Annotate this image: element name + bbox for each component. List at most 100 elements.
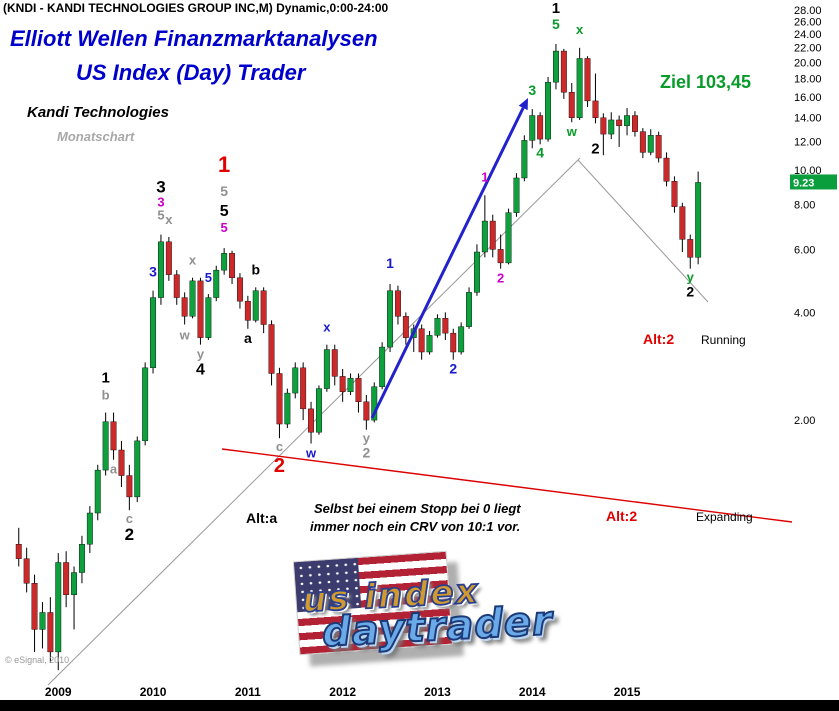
wave-label-y: y	[363, 431, 371, 446]
price-target-label: Ziel 103,45	[660, 72, 752, 92]
wave-label-5: 5	[205, 270, 212, 285]
wave-label-x: x	[323, 320, 331, 335]
candle-body	[466, 292, 472, 327]
candle-body	[529, 115, 536, 141]
wave-label-w: w	[305, 446, 317, 461]
candle-body	[434, 318, 441, 336]
candle-body	[339, 376, 346, 392]
candle-body	[173, 274, 180, 298]
candle-body	[268, 324, 275, 374]
price-axis-label: 4.00	[794, 307, 815, 319]
candle-body	[371, 386, 378, 421]
candle-body	[292, 367, 299, 394]
candle-body	[521, 140, 528, 179]
candle-body	[47, 612, 54, 653]
candle-body	[497, 249, 504, 264]
candle-body	[221, 253, 228, 271]
wave-label-2: 2	[125, 525, 134, 544]
candle-body	[655, 135, 662, 159]
candle-body	[39, 612, 46, 630]
wave-label-a: a	[244, 330, 252, 346]
timeframe-label: Monatschart	[57, 129, 135, 144]
wave3-arrow[interactable]	[370, 107, 525, 419]
candle-body	[513, 177, 520, 213]
year-axis-label[interactable]: 2010	[140, 685, 167, 699]
wave-label-x: x	[189, 253, 197, 268]
candle-body	[157, 241, 164, 298]
price-axis-label: 26.00	[794, 17, 822, 29]
running-label: Running	[701, 333, 746, 347]
wave-label-x: x	[165, 212, 173, 227]
price-axis-label: 24.00	[794, 29, 822, 41]
candle-body	[316, 388, 322, 433]
candle-body	[244, 300, 251, 321]
candle-body	[347, 377, 354, 392]
year-axis-label[interactable]: 2009	[45, 685, 72, 699]
wave-label-1: 1	[481, 169, 488, 184]
candle-body	[205, 297, 212, 338]
candle-body	[600, 117, 607, 135]
trendline-red[interactable]	[221, 448, 793, 523]
price-axis-label: 6.00	[794, 244, 815, 256]
candle-body	[624, 115, 630, 126]
price-axis-label: 14.00	[794, 113, 822, 125]
year-axis-label[interactable]: 2014	[519, 685, 546, 699]
candle-body	[78, 543, 85, 573]
candle-body	[102, 421, 109, 471]
year-axis-label[interactable]: 2011	[235, 685, 261, 699]
banner-line1: Elliott Wellen Finanzmarktanalysen	[10, 26, 378, 51]
wave-label-2: 2	[449, 361, 457, 377]
alt2-running-tag: Alt:2	[643, 331, 675, 347]
candle-body	[355, 377, 362, 403]
year-axis-label[interactable]: 2012	[329, 685, 356, 699]
wave-label-2: 2	[362, 445, 370, 461]
price-axis-label: 28.00	[794, 5, 822, 17]
wave-label-b: b	[102, 388, 110, 403]
candle-body	[671, 181, 678, 207]
candle-body	[189, 280, 196, 317]
candle-body	[142, 367, 149, 442]
candle-body	[110, 421, 117, 451]
candle-body	[489, 220, 496, 250]
candle-body	[632, 115, 638, 132]
wave3-arrowhead	[518, 98, 528, 111]
wave-label-x: x	[576, 22, 584, 37]
wave-label-4: 4	[196, 362, 205, 379]
candle-body	[181, 297, 188, 317]
wave-label-b: b	[251, 261, 260, 277]
candle-body	[165, 241, 172, 275]
candle-body	[63, 562, 70, 595]
candle-body	[442, 318, 449, 334]
trendline-gray[interactable]	[577, 159, 709, 303]
year-axis-label[interactable]: 2013	[424, 685, 451, 699]
candle-body	[560, 50, 567, 93]
candle-body	[663, 157, 670, 182]
candle-body	[15, 543, 22, 559]
candle-body	[331, 349, 338, 377]
candle-body	[236, 277, 243, 302]
candle-body	[379, 346, 386, 387]
wave-label-c: c	[276, 439, 283, 454]
wave-label-c: c	[126, 511, 133, 526]
candle-body	[402, 316, 409, 338]
candle-body	[450, 332, 457, 353]
price-axis-label: 2.00	[794, 415, 815, 427]
last-price-badge	[790, 174, 837, 190]
candle-body	[418, 328, 425, 353]
candle-body	[545, 81, 551, 140]
price-axis-label: 12.00	[794, 137, 822, 149]
wave-label-4: 4	[536, 144, 544, 160]
candle-body	[134, 440, 141, 498]
candle-body	[576, 58, 583, 118]
wave-label-y: y	[197, 347, 205, 362]
candle-body	[300, 367, 307, 410]
candle-body	[94, 469, 101, 514]
candle-body	[363, 401, 370, 421]
year-axis-label[interactable]: 2015	[614, 685, 641, 699]
wave-label-5: 5	[552, 16, 560, 32]
candle-body	[276, 373, 283, 425]
wave-label-2: 2	[591, 140, 599, 157]
candle-body	[252, 290, 259, 321]
